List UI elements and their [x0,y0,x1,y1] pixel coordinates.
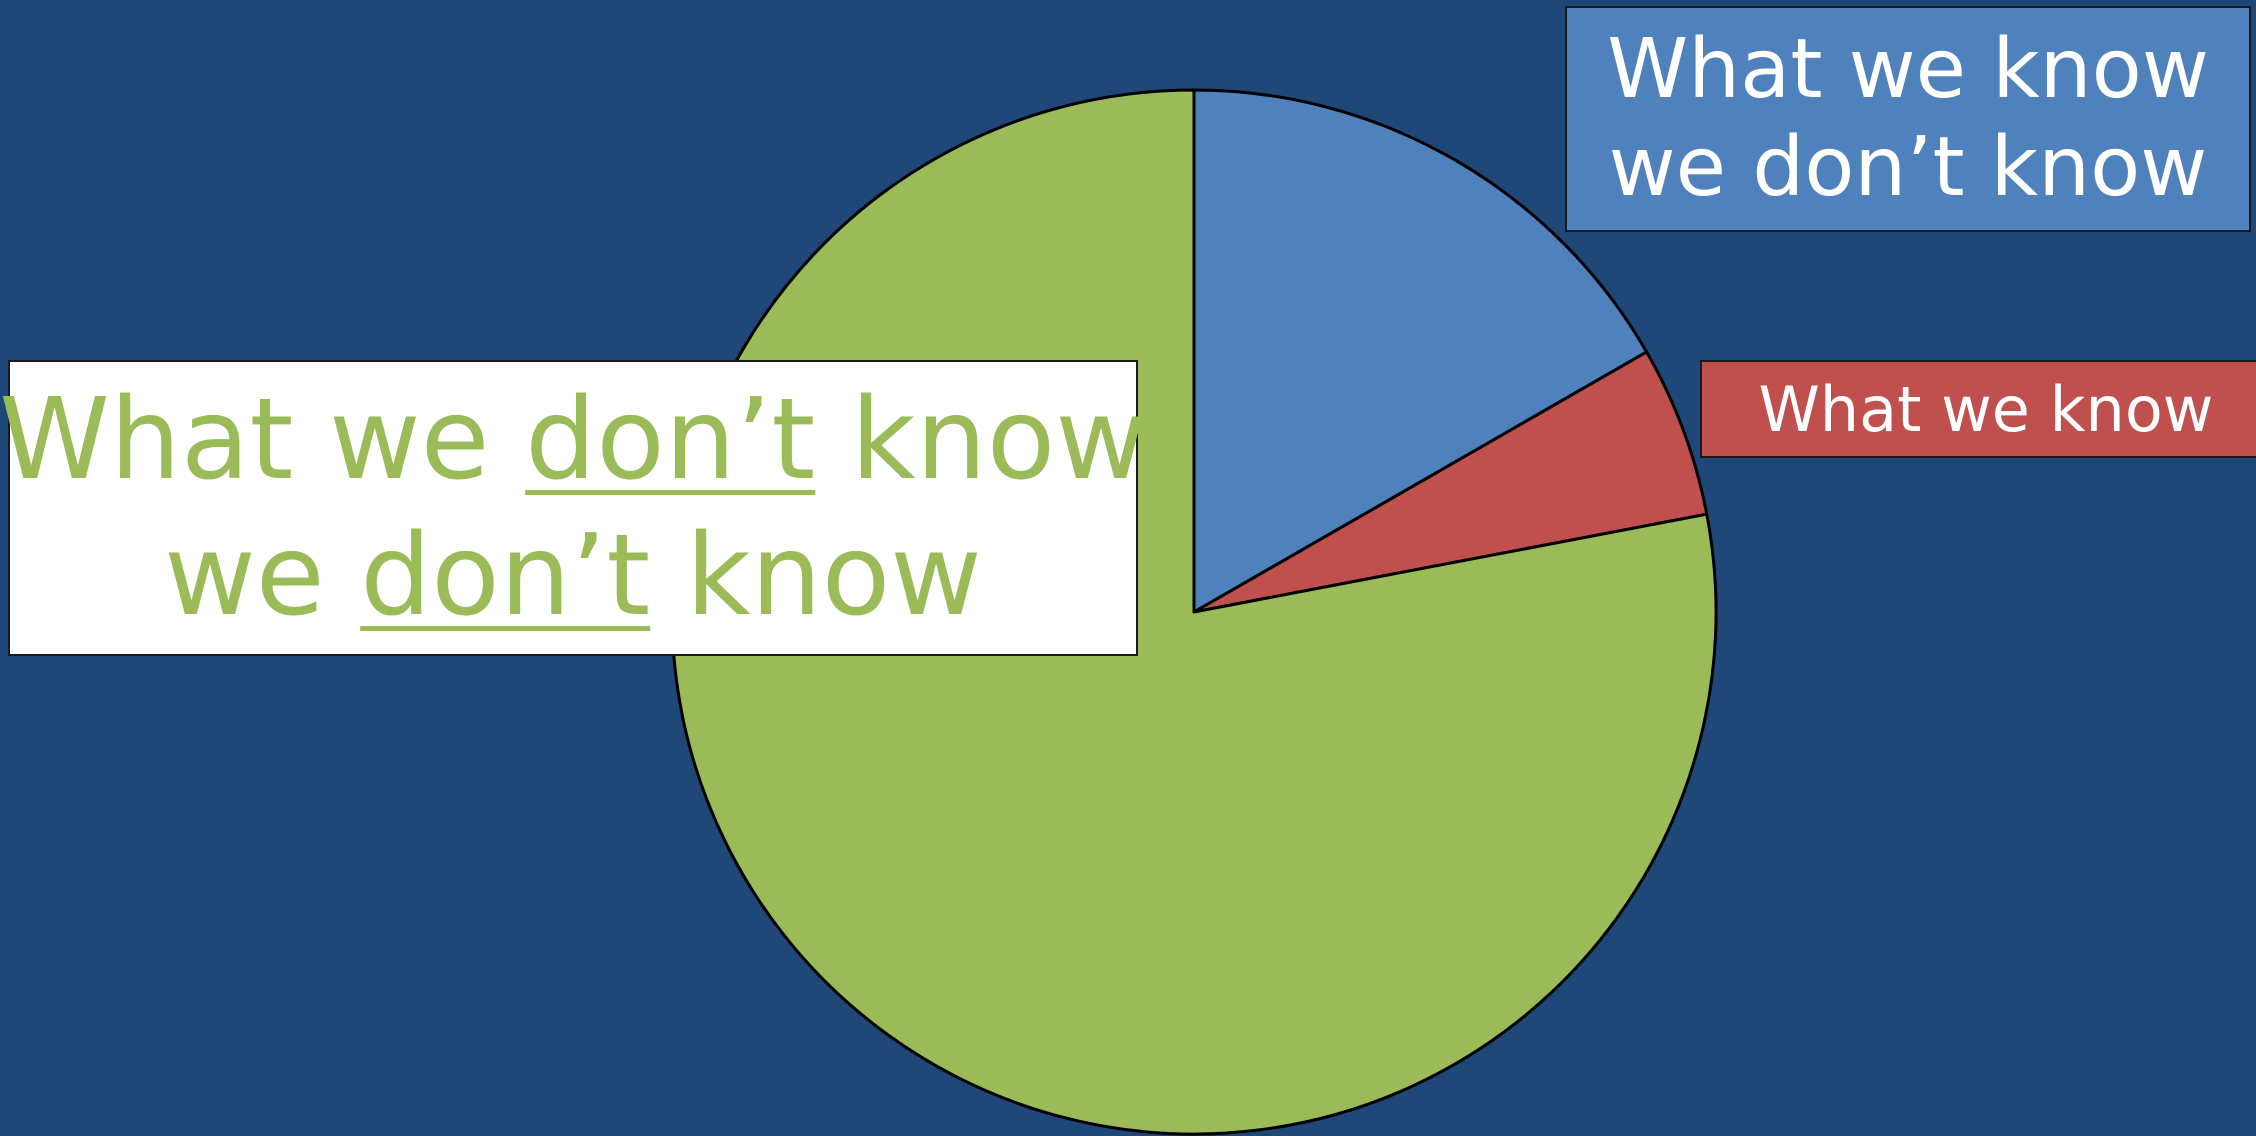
label-what-we-know: What we know [1700,360,2256,458]
text-segment: we [164,511,361,641]
pie-slice-what-we-know-we-dont-know [1192,88,1649,614]
label-line: What we don’t know [0,372,1147,508]
pie-slice-what-we-know [1192,350,1709,614]
label-line: we don’t know [0,508,1147,644]
text-segment: know [650,511,982,641]
underlined-text: don’t [360,511,651,641]
label-line: we don’t know [1608,120,2208,215]
label-text: What we know [1758,372,2214,446]
text-segment: know [815,375,1147,505]
underlined-text: don’t [525,375,816,505]
label-what-we-know-we-dont-know: What we know we don’t know [1565,6,2251,232]
label-line: What we know [1607,22,2209,117]
text-segment: What we [0,375,526,505]
pie-slice-what-we-dont-know-we-dont-know [670,88,1718,1136]
label-what-we-dont-know-we-dont-know: What we don’t know we don’t know [0,360,1147,656]
